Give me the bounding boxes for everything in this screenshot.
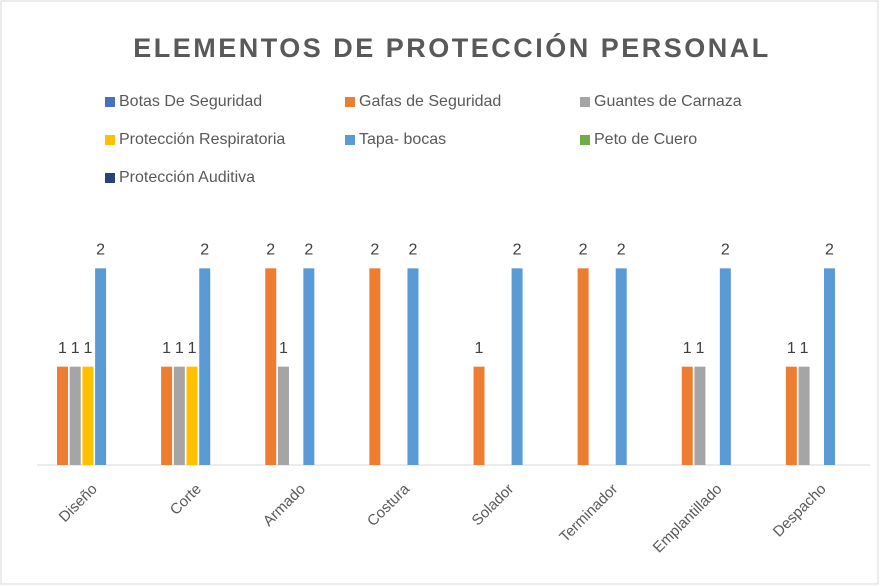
data-label: 2 xyxy=(617,242,626,259)
bar xyxy=(615,268,627,465)
legend-swatch xyxy=(345,97,355,107)
data-label: 2 xyxy=(409,242,418,259)
data-label: 2 xyxy=(579,242,588,259)
bar xyxy=(694,366,706,465)
bar xyxy=(69,366,81,465)
bar xyxy=(369,268,381,465)
bar xyxy=(161,366,173,465)
legend-label: Botas De Seguridad xyxy=(119,93,262,110)
data-label: 1 xyxy=(475,340,484,357)
legend-label: Peto de Cuero xyxy=(594,131,697,148)
legend-swatch xyxy=(580,97,590,107)
data-label: 1 xyxy=(695,340,704,357)
data-label: 2 xyxy=(825,242,834,259)
data-label: 1 xyxy=(683,340,692,357)
bar xyxy=(277,366,289,465)
data-label: 1 xyxy=(279,340,288,357)
bar xyxy=(82,366,94,465)
data-label: 1 xyxy=(71,340,80,357)
data-label: 2 xyxy=(370,242,379,259)
legend-swatch xyxy=(105,135,115,145)
bar xyxy=(265,268,277,465)
bar xyxy=(303,268,315,465)
data-label: 1 xyxy=(800,340,809,357)
data-label: 1 xyxy=(188,340,197,357)
bar xyxy=(798,366,810,465)
data-label: 1 xyxy=(175,340,184,357)
data-label: 1 xyxy=(83,340,92,357)
data-label: 2 xyxy=(721,242,730,259)
bar xyxy=(785,366,797,465)
bar xyxy=(473,366,485,465)
data-label: 2 xyxy=(96,242,105,259)
bar xyxy=(186,366,198,465)
bar xyxy=(511,268,523,465)
legend-label: Guantes de Carnaza xyxy=(594,93,742,110)
bar xyxy=(577,268,589,465)
bar xyxy=(823,268,835,465)
chart-title: ELEMENTOS DE PROTECCIÓN PERSONAL xyxy=(133,32,771,63)
legend-swatch xyxy=(105,97,115,107)
bar xyxy=(719,268,731,465)
data-label: 1 xyxy=(787,340,796,357)
data-label: 2 xyxy=(266,242,275,259)
legend-label: Tapa- bocas xyxy=(359,131,446,148)
legend-swatch xyxy=(345,135,355,145)
data-label: 2 xyxy=(304,242,313,259)
data-label: 1 xyxy=(58,340,67,357)
bar xyxy=(681,366,693,465)
legend-label: Protección Auditiva xyxy=(119,169,255,186)
bar xyxy=(173,366,185,465)
data-label: 2 xyxy=(513,242,522,259)
data-label: 1 xyxy=(162,340,171,357)
legend-swatch xyxy=(580,135,590,145)
legend-label: Protección Respiratoria xyxy=(119,131,285,148)
legend-swatch xyxy=(105,173,115,183)
data-label: 2 xyxy=(200,242,209,259)
bar xyxy=(199,268,211,465)
bar xyxy=(95,268,107,465)
bar xyxy=(57,366,68,465)
bar xyxy=(407,268,419,465)
legend-label: Gafas de Seguridad xyxy=(359,93,501,110)
